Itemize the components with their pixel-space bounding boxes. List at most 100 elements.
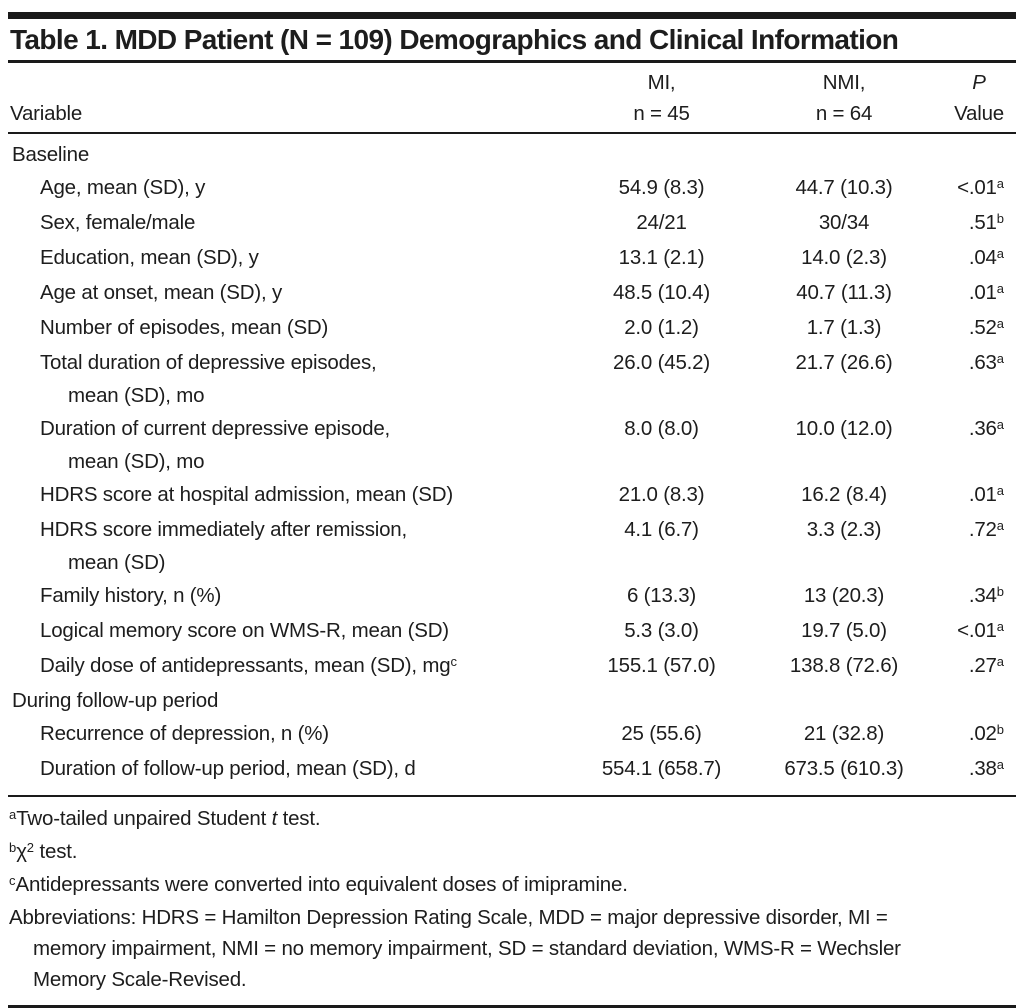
- p-value: .04a: [934, 241, 1016, 276]
- p-value-footnote-marker: a: [996, 417, 1004, 432]
- mi-value: 4.1 (6.7): [624, 518, 699, 541]
- p-value-number: .51: [968, 211, 997, 234]
- p-value: .72a: [934, 513, 1016, 548]
- nmi-value: 13 (20.3): [803, 584, 885, 607]
- nmi-value: 1.7 (1.3): [806, 316, 882, 339]
- table-data-row: Logical memory score on WMS-R, mean (SD)…: [8, 614, 1016, 649]
- p-value-number: .01: [968, 483, 997, 506]
- row-label-text: Sex, female/male: [40, 211, 196, 234]
- column-header-variable: Variable: [10, 102, 83, 125]
- row-label-text: HDRS score at hospital admission, mean (…: [40, 483, 453, 506]
- table-data-row: Duration of follow-up period, mean (SD),…: [8, 752, 1016, 787]
- mi-value: 6 (13.3): [626, 584, 697, 607]
- table-data-row: HDRS score at hospital admission, mean (…: [8, 478, 1016, 513]
- nmi-value: 10.0 (12.0): [795, 417, 893, 440]
- column-header-p-symbol: P: [972, 71, 986, 94]
- p-value-number: .01: [968, 281, 997, 304]
- table-data-row: Family history, n (%) 6 (13.3) 13 (20.3) .3…: [8, 579, 1016, 614]
- footnote-text: t: [271, 807, 278, 830]
- mi-value: 25 (55.6): [621, 722, 702, 745]
- row-label-text: Education, mean (SD), y: [40, 246, 259, 269]
- footnote: Abbreviations: HDRS = Hamilton Depressio…: [8, 902, 913, 995]
- p-value: .52a: [934, 311, 1016, 346]
- footnote-text: Two-tailed unpaired Student: [16, 807, 272, 830]
- p-value-number: .02: [968, 722, 997, 745]
- row-variable-label: Logical memory score on WMS-R, mean (SD): [8, 614, 569, 647]
- row-label-text: Number of episodes, mean (SD): [40, 316, 329, 339]
- row-variable-label: Family history, n (%): [8, 579, 569, 612]
- nmi-value: 21.7 (26.6): [795, 351, 893, 374]
- table-data-row: Age, mean (SD), y 54.9 (8.3) 44.7 (10.3) <.…: [8, 171, 1016, 206]
- p-value-footnote-marker: a: [996, 518, 1004, 533]
- column-header-mi-group: MI,: [647, 71, 676, 94]
- p-value: .27a: [934, 649, 1016, 684]
- mi-value: 13.1 (2.1): [618, 246, 705, 269]
- row-variable-label: Duration of follow-up period, mean (SD),…: [8, 752, 569, 785]
- mi-value: 21.0 (8.3): [618, 483, 705, 506]
- footnote-text: Abbreviations: HDRS = Hamilton Depressio…: [9, 906, 901, 991]
- mi-value: 26.0 (45.2): [613, 351, 710, 374]
- p-value: .34b: [934, 579, 1016, 614]
- row-variable-label: HDRS score at hospital admission, mean (…: [8, 478, 569, 511]
- nmi-value: 3.3 (2.3): [806, 518, 882, 541]
- p-value: .63a: [934, 346, 1016, 381]
- table-title: Table 1. MDD Patient (N = 109) Demograph…: [8, 19, 1016, 63]
- row-variable-label: Number of episodes, mean (SD): [8, 311, 569, 344]
- mi-value: 48.5 (10.4): [613, 281, 710, 304]
- table-data-row: Duration of current depressive episode, m…: [8, 412, 1016, 478]
- column-header-mi-n: n = 45: [633, 102, 690, 125]
- column-header-mi: MI, n = 45: [569, 67, 754, 129]
- nmi-value: 19.7 (5.0): [801, 619, 887, 642]
- footnote-marker: c: [9, 873, 16, 888]
- row-variable-label: Total duration of depressive episodes, me…: [8, 346, 569, 412]
- p-value-footnote-marker: a: [996, 316, 1004, 331]
- footnote: cAntidepressants were converted into equ…: [8, 869, 1016, 902]
- table-section-row: During follow-up period: [8, 684, 1016, 717]
- nmi-value: 673.5 (610.3): [784, 757, 904, 780]
- nmi-value: 40.7 (11.3): [796, 281, 892, 304]
- footnote-text: Antidepressants were converted into equi…: [15, 873, 628, 896]
- nmi-value: 16.2 (8.4): [801, 483, 887, 506]
- p-value-footnote-marker: a: [996, 246, 1004, 261]
- column-header-p: P Value: [934, 67, 1016, 129]
- footnote-text: χ: [16, 840, 27, 863]
- nmi-value: 44.7 (10.3): [795, 176, 893, 199]
- nmi-value: 30/34: [818, 211, 870, 234]
- column-header-p-inner: P Value: [954, 67, 1004, 129]
- p-value-number: .52: [968, 316, 997, 339]
- p-value: .02b: [934, 717, 1016, 752]
- p-value-footnote-marker: a: [996, 483, 1004, 498]
- row-variable-label: Duration of current depressive episode, m…: [8, 412, 569, 478]
- footnote-marker: b: [9, 840, 17, 855]
- p-value: .36a: [934, 412, 1016, 447]
- p-value-number: .27: [968, 654, 997, 677]
- p-value-number: <.01: [957, 619, 997, 642]
- table-data-row: HDRS score immediately after remission, m…: [8, 513, 1016, 579]
- p-value: <.01a: [934, 614, 1016, 649]
- p-value-footnote-marker: a: [996, 757, 1004, 772]
- nmi-value: 138.8 (72.6): [789, 654, 899, 677]
- column-header-nmi: NMI, n = 64: [754, 67, 934, 129]
- row-label-line2: mean (SD): [68, 551, 166, 574]
- row-variable-label: Age, mean (SD), y: [8, 171, 569, 204]
- mi-value: 554.1 (658.7): [601, 757, 722, 780]
- p-value: .38a: [934, 752, 1016, 787]
- row-label-text: Recurrence of depression, n (%): [40, 722, 329, 745]
- column-header-nmi-n: n = 64: [815, 102, 873, 125]
- table-data-row: Education, mean (SD), y 13.1 (2.1) 14.0 (2…: [8, 241, 1016, 276]
- p-value: .01a: [934, 276, 1016, 311]
- row-variable-label: Education, mean (SD), y: [8, 241, 569, 274]
- p-value-footnote-marker: b: [996, 211, 1004, 226]
- row-label-text: Age at onset, mean (SD), y: [40, 281, 283, 304]
- p-value-number: <.01: [957, 176, 997, 199]
- row-label-text: Daily dose of antidepressants, mean (SD)…: [40, 654, 451, 677]
- p-value-footnote-marker: a: [996, 619, 1004, 634]
- row-label-text: Logical memory score on WMS-R, mean (SD): [40, 619, 449, 642]
- section-label: Baseline: [12, 143, 90, 166]
- footnote-text: 2: [26, 840, 35, 855]
- section-label: During follow-up period: [12, 689, 219, 712]
- p-value-footnote-marker: a: [996, 281, 1004, 296]
- p-value-number: .36: [968, 417, 997, 440]
- row-variable-label: Daily dose of antidepressants, mean (SD)…: [8, 649, 569, 684]
